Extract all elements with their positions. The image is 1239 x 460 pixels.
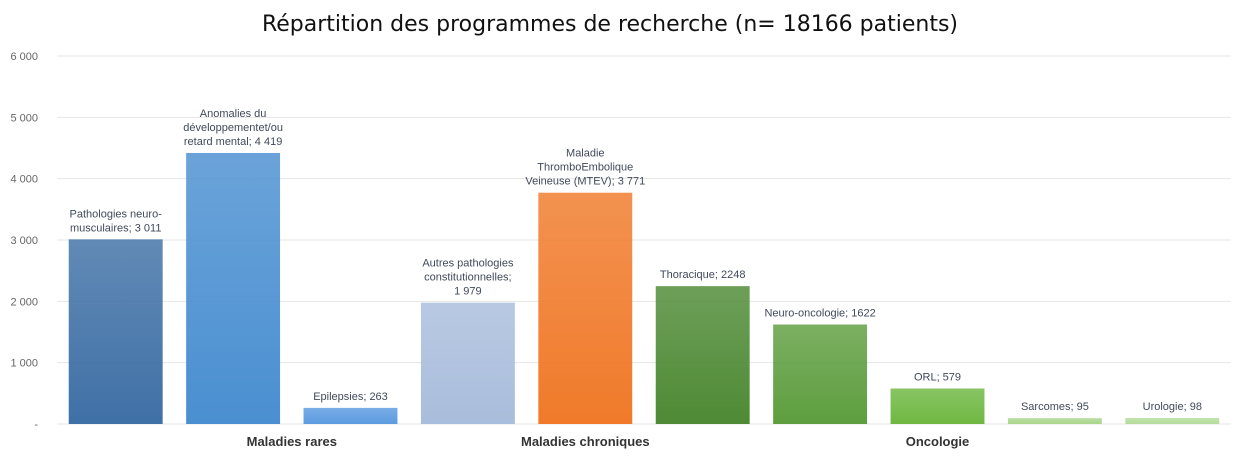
bar [538,192,633,424]
bar [420,302,515,424]
bar [1125,417,1220,424]
category-group-label: Maladies rares [247,434,337,449]
y-tick-label: 2 000 [10,296,38,308]
data-label: Sarcomes; 95 [1021,401,1089,413]
data-label: Pathologies neuro-musculaires; 3 011 [70,208,163,234]
category-group-label: Oncologie [906,434,970,449]
data-label: Urologie; 98 [1143,401,1202,413]
bar [68,239,163,424]
label-layer: Pathologies neuro-musculaires; 3 011 Anom… [70,108,1202,413]
bar [1007,418,1102,424]
group-layer: Maladies rares Maladies chroniques Oncolog… [247,434,970,449]
bar [186,152,281,424]
data-label: ORL; 579 [914,371,961,383]
bar [655,286,750,424]
y-tick-label: 5 000 [10,112,38,124]
bar [773,324,868,424]
y-tick-label: 4 000 [10,174,38,186]
data-label: Anomalies du développementet/ou retard men… [183,108,283,148]
y-tick-label: 6 000 [10,51,38,63]
y-tick-label: 3 000 [10,235,38,247]
data-label: Neuro-oncologie; 1622 [764,308,875,320]
data-label: Thoracique; 2248 [660,269,746,281]
bar [303,407,398,424]
grid-layer: - 1 000 2 000 3 000 4 000 5 000 6 000 [10,51,1231,431]
y-tick-label: 1 000 [10,358,38,370]
chart-title: Répartition des programmes de recherche … [262,12,958,37]
bar [890,388,985,424]
data-label: Epilepsies; 263 [313,391,388,403]
data-label: Maladie ThromboEmbolique Veineuse (MTEV); … [525,148,645,188]
y-tick-label: - [34,419,38,431]
category-group-label: Maladies chroniques [521,434,650,449]
bar-layer [68,152,1220,424]
data-label: Autres pathologies constitutionnelles; 1 9… [422,258,514,298]
